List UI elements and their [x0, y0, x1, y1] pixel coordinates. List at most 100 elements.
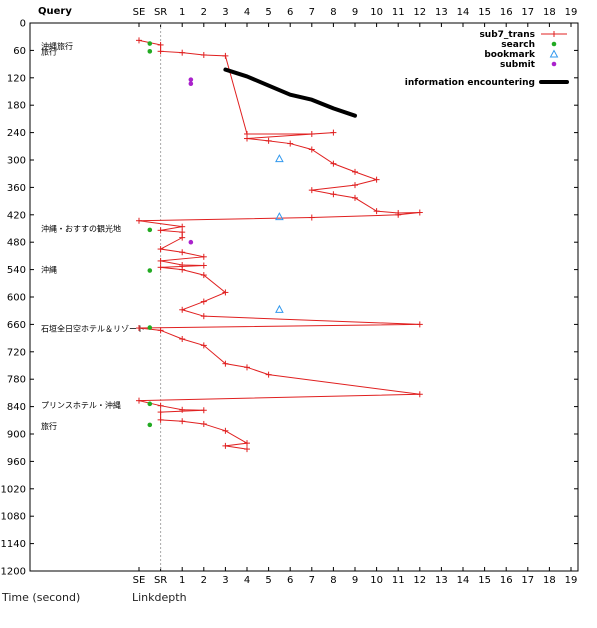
y-tick-label: 600 — [7, 293, 26, 304]
x-tick-label-bottom: 16 — [500, 575, 513, 586]
chart-axes: Query SESESRSR112233445566778899101011111… — [1, 6, 579, 586]
x-tick-label-bottom: 10 — [370, 575, 383, 586]
x-tick-label-bottom: 17 — [521, 575, 534, 586]
x-tick-label-bottom: 14 — [457, 575, 470, 586]
x-tick-label-top: 12 — [413, 7, 426, 18]
x-tick-label-bottom: 4 — [244, 575, 250, 586]
legend-label: submit — [500, 60, 536, 70]
x-tick-label-top: 8 — [330, 7, 336, 18]
x-tick-label-bottom: SR — [154, 575, 167, 586]
query-label: 旅行 — [41, 46, 57, 56]
y-tick-label: 60 — [13, 46, 26, 57]
y-tick-label: 660 — [7, 320, 26, 331]
dot-marker — [188, 81, 194, 87]
series-bookmark — [275, 154, 284, 313]
x-tick-label-bottom: 18 — [543, 575, 556, 586]
legend-dot — [551, 41, 557, 47]
x-tick-label-top: SE — [133, 7, 146, 18]
x-tick-label-bottom: SE — [133, 575, 146, 586]
query-label: 沖縄・おすすの観光地 — [41, 224, 121, 234]
x-tick-label-top: 11 — [392, 7, 405, 18]
y-tick-label: 480 — [7, 238, 26, 249]
y-tick-label: 540 — [7, 265, 26, 276]
corner-label: Query — [38, 6, 72, 17]
y-tick-label: 1080 — [1, 512, 26, 523]
x-tick-label-top: 13 — [435, 7, 448, 18]
x-tick-label-bottom: 5 — [265, 575, 271, 586]
query-label: 石垣全日空ホテル＆リゾート — [41, 324, 145, 334]
y-tick-label: 720 — [7, 347, 26, 358]
x-tick-label-bottom: 3 — [222, 575, 228, 586]
y-axis-title: Time (second) — [2, 591, 81, 604]
x-tick-label-bottom: 2 — [201, 575, 207, 586]
series-information-encountering — [223, 67, 357, 118]
y-tick-label: 1200 — [1, 567, 26, 578]
y-tick-label: 300 — [7, 156, 26, 167]
x-tick-label-bottom: 12 — [413, 575, 426, 586]
x-tick-label-top: 1 — [179, 7, 185, 18]
x-tick-label-bottom: 6 — [287, 575, 293, 586]
x-tick-label-top: 2 — [201, 7, 207, 18]
dot-marker — [147, 401, 153, 407]
triangle-marker — [275, 154, 284, 163]
dot-marker — [147, 325, 153, 330]
x-tick-label-bottom: 1 — [179, 575, 185, 586]
plot-frame — [29, 22, 579, 572]
x-tick-label-bottom: 8 — [330, 575, 336, 586]
query-label: プリンスホテル・沖縄 — [41, 400, 121, 410]
x-tick-label-bottom: 13 — [435, 575, 448, 586]
x-tick-label-top: 16 — [500, 7, 513, 18]
series-search — [147, 41, 153, 428]
plot-area — [136, 37, 423, 453]
dot-marker — [147, 49, 153, 54]
dot-marker — [147, 268, 153, 273]
y-tick-label: 420 — [7, 210, 26, 221]
x-tick-label-bottom: 15 — [478, 575, 491, 586]
y-tick-label: 120 — [7, 73, 26, 84]
x-tick-label-top: SR — [154, 7, 167, 18]
y-tick-label: 840 — [7, 402, 26, 413]
x-tick-label-top: 15 — [478, 7, 491, 18]
x-tick-label-top: 9 — [352, 7, 358, 18]
x-tick-label-top: 3 — [222, 7, 228, 18]
x-tick-label-top: 17 — [521, 7, 534, 18]
legend-dot — [551, 61, 557, 67]
x-tick-label-top: 18 — [543, 7, 556, 18]
series-line — [138, 39, 420, 450]
y-tick-label: 0 — [20, 19, 26, 30]
x-axis-title: Linkdepth — [132, 591, 187, 604]
y-tick-label: 360 — [7, 183, 26, 194]
query-labels: 沖縄旅行旅行沖縄・おすすの観光地沖縄石垣全日空ホテル＆リゾートプリンスホテル・沖… — [41, 41, 145, 431]
dot-marker — [188, 239, 194, 245]
x-tick-label-top: 5 — [265, 7, 271, 18]
dot-marker — [147, 41, 153, 46]
dot-marker — [147, 422, 153, 428]
legend-label: search — [501, 40, 535, 50]
y-tick-label: 780 — [7, 375, 26, 386]
y-tick-label: 1020 — [1, 484, 26, 495]
x-tick-label-bottom: 9 — [352, 575, 358, 586]
dot-marker — [147, 227, 153, 233]
legend-label: bookmark — [484, 50, 536, 60]
query-label: 沖縄 — [41, 265, 57, 275]
y-tick-label: 180 — [7, 101, 26, 112]
query-label: 沖縄旅行 — [41, 41, 73, 51]
legend-triangle — [549, 49, 559, 58]
x-tick-label-top: 14 — [457, 7, 470, 18]
x-tick-label-bottom: 19 — [565, 575, 578, 586]
query-label: 旅行 — [41, 421, 57, 431]
y-tick-label: 900 — [7, 430, 26, 441]
dot-marker — [188, 77, 194, 82]
series-line — [223, 67, 357, 118]
y-tick-label: 1140 — [1, 539, 26, 550]
x-tick-label-bottom: 7 — [309, 575, 315, 586]
y-tick-label: 960 — [7, 457, 26, 468]
x-tick-label-top: 19 — [565, 7, 578, 18]
triangle-marker — [275, 304, 284, 313]
x-tick-label-top: 4 — [244, 7, 250, 18]
legend-label: sub7_trans — [479, 30, 535, 40]
series-submit — [188, 77, 194, 245]
series-sub7_trans — [136, 37, 423, 453]
x-tick-label-top: 7 — [309, 7, 315, 18]
